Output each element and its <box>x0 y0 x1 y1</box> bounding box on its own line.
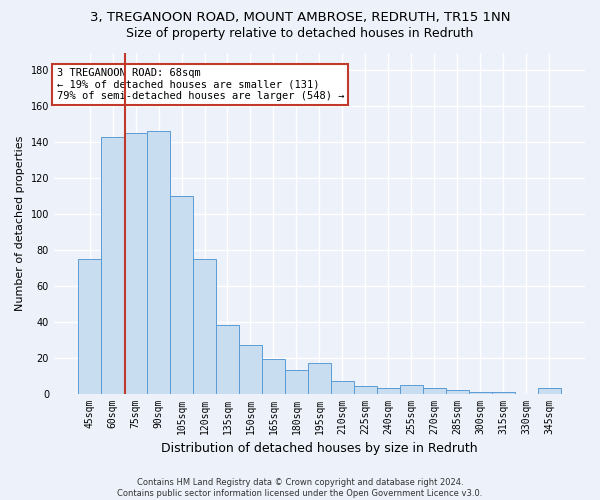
Bar <box>469 392 492 394</box>
Bar <box>285 370 308 394</box>
Bar <box>216 326 239 394</box>
Text: Contains HM Land Registry data © Crown copyright and database right 2024.
Contai: Contains HM Land Registry data © Crown c… <box>118 478 482 498</box>
Bar <box>239 345 262 394</box>
Bar <box>170 196 193 394</box>
Bar <box>423 388 446 394</box>
Bar <box>78 259 101 394</box>
X-axis label: Distribution of detached houses by size in Redruth: Distribution of detached houses by size … <box>161 442 478 455</box>
Bar <box>124 134 147 394</box>
Text: 3 TREGANOON ROAD: 68sqm
← 19% of detached houses are smaller (131)
79% of semi-d: 3 TREGANOON ROAD: 68sqm ← 19% of detache… <box>56 68 344 101</box>
Bar <box>446 390 469 394</box>
Text: 3, TREGANOON ROAD, MOUNT AMBROSE, REDRUTH, TR15 1NN: 3, TREGANOON ROAD, MOUNT AMBROSE, REDRUT… <box>90 11 510 24</box>
Bar <box>101 137 124 394</box>
Y-axis label: Number of detached properties: Number of detached properties <box>15 136 25 310</box>
Bar <box>377 388 400 394</box>
Bar <box>400 384 423 394</box>
Bar <box>538 388 561 394</box>
Bar <box>193 259 216 394</box>
Bar <box>354 386 377 394</box>
Bar <box>147 132 170 394</box>
Text: Size of property relative to detached houses in Redruth: Size of property relative to detached ho… <box>127 28 473 40</box>
Bar <box>308 363 331 394</box>
Bar <box>262 360 285 394</box>
Bar <box>492 392 515 394</box>
Bar <box>331 381 354 394</box>
